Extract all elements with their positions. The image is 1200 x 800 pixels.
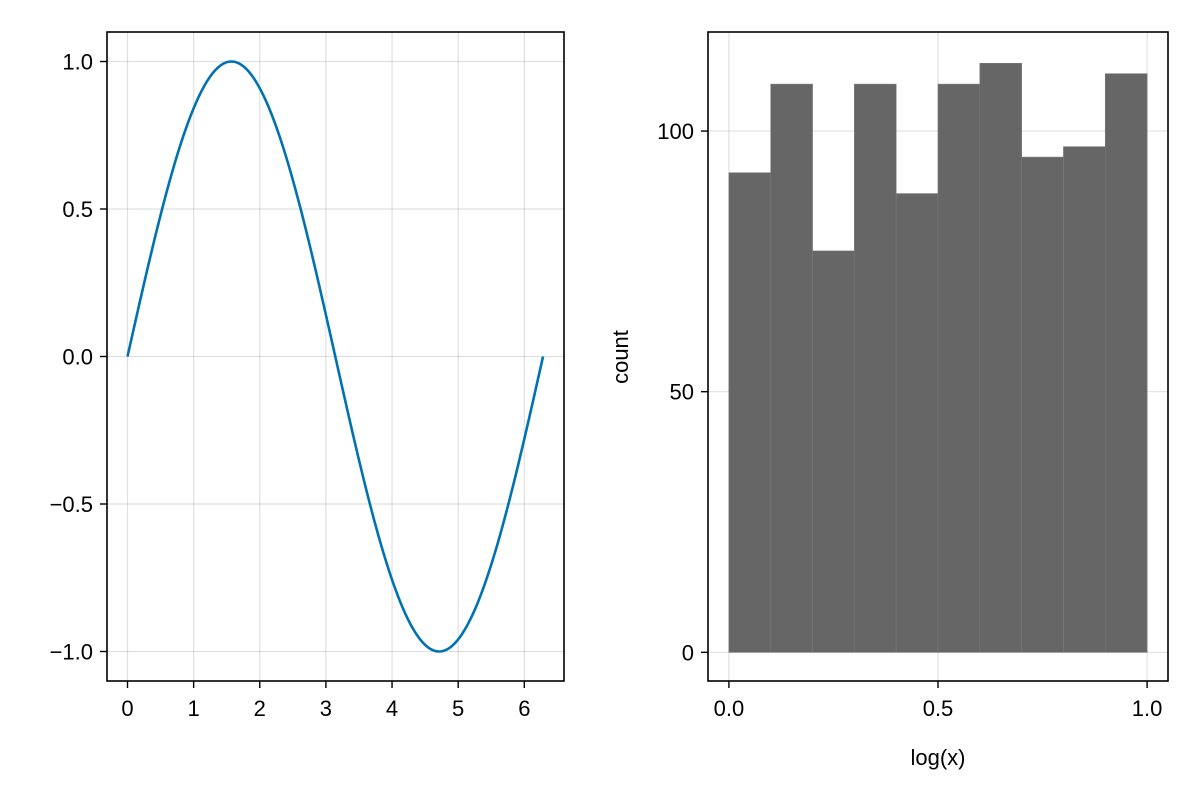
histogram-bar [1063,146,1106,653]
histogram-bar [1021,156,1064,653]
sine-series-line [126,60,545,653]
line-plot-frame [106,31,565,682]
line-x-tick-label: 3 [320,696,332,721]
hist-x-tick-label: 1.0 [1132,696,1163,721]
line-x-tick-label: 0 [121,696,133,721]
histogram-y-axis-label: count [608,330,633,384]
line-y-tick-label: 1.0 [62,50,93,75]
histogram-bar [979,62,1022,653]
histogram-bar [854,83,897,653]
hist-x-tick-label: 0.0 [714,696,745,721]
histogram-chart: log(x) count 0.0 0.5 1.0 0 50 100 [608,31,1169,770]
histogram-bar [895,193,939,653]
line-x-tick-label: 2 [254,696,266,721]
hist-y-tick-label: 50 [670,380,694,405]
histogram-bar [937,83,981,653]
line-x-tick-label: 5 [452,696,464,721]
histogram-bar [1104,73,1148,653]
histogram-bar [728,172,772,653]
line-x-tick-label: 6 [518,696,530,721]
histogram-bar [770,83,813,653]
line-x-tick-label: 1 [188,696,200,721]
histogram-bar [812,250,855,653]
line-y-tick-label: 0.0 [62,345,93,370]
line-y-tick-label: 0.5 [62,197,93,222]
hist-y-tick-label: 100 [657,119,694,144]
sine-line-chart: 0 1 2 3 4 5 6 −1.0 −0.5 0.0 0.5 1.0 [50,31,565,721]
line-y-tick-label: −0.5 [50,492,93,517]
line-y-tick-label: −1.0 [50,640,93,665]
hist-y-tick-label: 0 [682,640,694,665]
hist-plot-frame [707,31,1169,682]
hist-x-tick-label: 0.5 [923,696,954,721]
histogram-x-axis-label: log(x) [910,745,965,770]
line-x-tick-label: 4 [386,696,398,721]
